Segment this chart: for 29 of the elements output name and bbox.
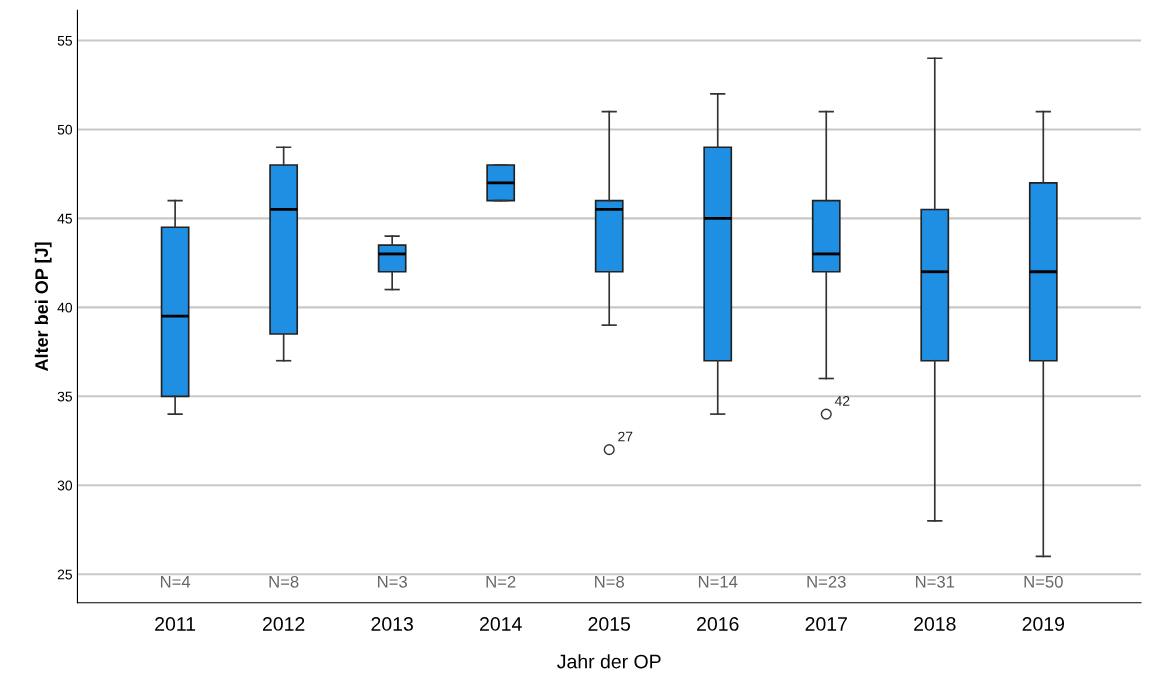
x-tick-label: 2011 [155,617,196,631]
x-tick-label: 2019 [1022,617,1065,631]
annotation: N=23 [807,575,846,588]
annotation: N=8 [595,575,625,588]
y-tick-label: 45 [57,213,73,224]
annotation: N=8 [269,575,299,588]
annotation: N=4 [160,576,191,588]
annotation: N=3 [378,575,407,588]
y-axis-title: Alter bei OP [J] [34,242,52,372]
y-tick-label: 25 [57,569,73,580]
x-axis-title: Jahr der OP [557,654,661,669]
y-tick-label: 35 [57,391,73,402]
annotation: N=14 [698,576,738,588]
x-tick-label: 2013 [371,617,413,631]
x-tick-label: 2017 [805,617,847,631]
annotation: N=50 [1024,575,1063,588]
x-tick-label: 2014 [480,617,522,631]
x-tick-label: 2016 [697,617,739,631]
annotation: 27 [618,431,633,442]
x-tick-label: 2015 [588,617,631,631]
annotation: 42 [834,396,850,406]
annotation: N=31 [915,575,955,588]
y-tick-label: 50 [57,124,73,135]
x-tick-label: 2012 [263,617,305,631]
y-tick-label: 40 [57,302,73,313]
y-tick-label: 30 [57,480,73,491]
x-tick-label: 2018 [914,617,956,631]
y-tick-label: 55 [57,35,73,46]
annotation: N=2 [486,575,516,588]
